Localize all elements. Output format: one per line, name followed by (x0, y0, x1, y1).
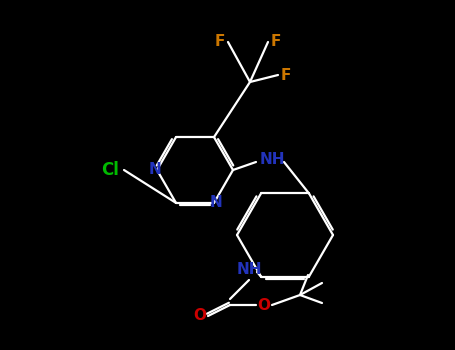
Text: NH: NH (236, 262, 262, 278)
Text: NH: NH (259, 153, 285, 168)
Text: F: F (271, 35, 281, 49)
Text: N: N (149, 162, 162, 177)
Text: F: F (215, 35, 225, 49)
Text: Cl: Cl (101, 161, 119, 179)
Text: N: N (210, 195, 222, 210)
Text: O: O (258, 298, 271, 313)
Text: O: O (193, 308, 207, 323)
Text: F: F (281, 68, 291, 83)
